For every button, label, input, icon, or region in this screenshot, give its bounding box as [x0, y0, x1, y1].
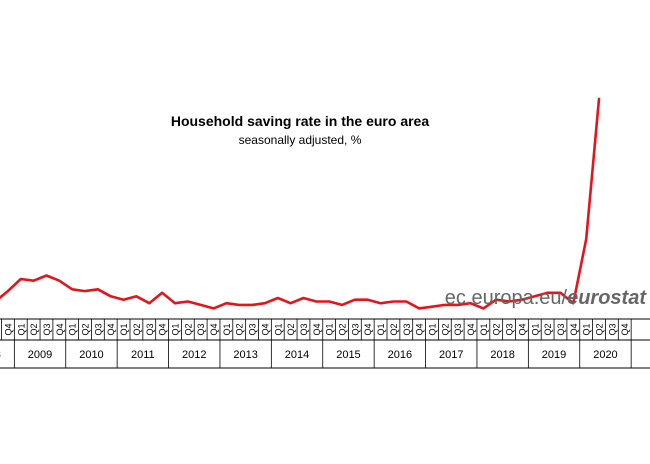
tick-label-quarter: Q2: [389, 323, 399, 335]
tick-label-quarter: Q1: [119, 323, 129, 335]
tick-label-year: 2011: [131, 349, 155, 361]
tick-label-quarter: Q4: [415, 323, 425, 335]
tick-label-quarter: Q3: [145, 323, 155, 335]
tick-label-year: 2012: [182, 349, 206, 361]
tick-label-quarter: Q4: [260, 323, 270, 335]
chart-subtitle: seasonally adjusted, %: [238, 133, 362, 147]
tick-label-quarter: Q4: [363, 323, 373, 335]
tick-label-quarter: Q3: [607, 323, 617, 335]
tick-label-quarter: Q4: [569, 323, 579, 335]
source-prefix: ec.europa.eu/: [444, 287, 568, 309]
tick-label-quarter: Q1: [170, 323, 180, 335]
tick-label-quarter: Q2: [286, 323, 296, 335]
tick-label-quarter: Q1: [273, 323, 283, 335]
tick-label-quarter: Q2: [543, 323, 553, 335]
tick-label-quarter: Q2: [132, 323, 142, 335]
tick-label-quarter: Q1: [479, 323, 489, 335]
tick-label-year: 2020: [593, 349, 617, 361]
tick-label-quarter: Q4: [158, 323, 168, 335]
tick-label-quarter: Q2: [492, 323, 502, 335]
tick-label-quarter: Q2: [440, 323, 450, 335]
tick-label-year: 2018: [490, 349, 514, 361]
tick-label-quarter: Q2: [81, 323, 91, 335]
tick-label-quarter: Q1: [222, 323, 232, 335]
tick-label-quarter: Q4: [620, 323, 630, 335]
tick-label-quarter: Q3: [42, 323, 52, 335]
tick-label-quarter: Q4: [3, 323, 13, 335]
tick-label-quarter: Q2: [235, 323, 245, 335]
tick-label-quarter: Q1: [68, 323, 78, 335]
tick-label-quarter: Q3: [248, 323, 258, 335]
tick-label-quarter: Q1: [325, 323, 335, 335]
tick-label-quarter: Q1: [582, 323, 592, 335]
tick-label-year: 2014: [285, 349, 309, 361]
tick-label-quarter: Q2: [595, 323, 605, 335]
chart-title: Household saving rate in the euro area: [170, 113, 430, 129]
tick-label-year: 2015: [336, 349, 360, 361]
tick-label-quarter: Q3: [93, 323, 103, 335]
tick-label-quarter: Q3: [350, 323, 360, 335]
tick-label-quarter: Q3: [402, 323, 412, 335]
series-line: [0, 97, 601, 310]
tick-label-year: 2013: [233, 349, 257, 361]
tick-label-year: 2019: [542, 349, 566, 361]
tick-label-quarter: Q4: [517, 323, 527, 335]
tick-label-year: 2016: [388, 349, 412, 361]
tick-label-quarter: Q2: [29, 323, 39, 335]
tick-label-quarter: Q1: [16, 323, 26, 335]
tick-label-quarter: Q3: [556, 323, 566, 335]
tick-label-year: 2008: [0, 349, 1, 361]
tick-label-quarter: Q4: [209, 323, 219, 335]
tick-label-quarter: Q4: [312, 323, 322, 335]
tick-label-year: 2010: [79, 349, 103, 361]
tick-label-quarter: Q3: [299, 323, 309, 335]
x-axis: Q4 Q1 Q2 Q3 Q4 Q1 Q2 Q3 Q4 Q1 Q2 Q3 Q4 Q1 Q2 Q3 Q4 Q1 Q2 Q3…: [0, 318, 650, 369]
tick-label-quarter: Q3: [505, 323, 515, 335]
source-brand: eurostat: [567, 287, 646, 309]
tick-label-quarter: Q4: [466, 323, 476, 335]
tick-label-quarter: Q2: [338, 323, 348, 335]
source-credit: ec.europa.eu/eurostat: [445, 287, 646, 310]
tick-label-quarter: Q3: [453, 323, 463, 335]
tick-label-year: 2009: [28, 349, 52, 361]
tick-label-quarter: Q3: [196, 323, 206, 335]
tick-label-quarter: Q1: [376, 323, 386, 335]
tick-label-quarter: Q4: [106, 323, 116, 335]
tick-label-quarter: Q1: [427, 323, 437, 335]
tick-label-quarter: Q4: [55, 323, 65, 335]
tick-label-quarter: Q2: [183, 323, 193, 335]
tick-label-year: 2017: [439, 349, 463, 361]
tick-label-quarter: Q1: [530, 323, 540, 335]
